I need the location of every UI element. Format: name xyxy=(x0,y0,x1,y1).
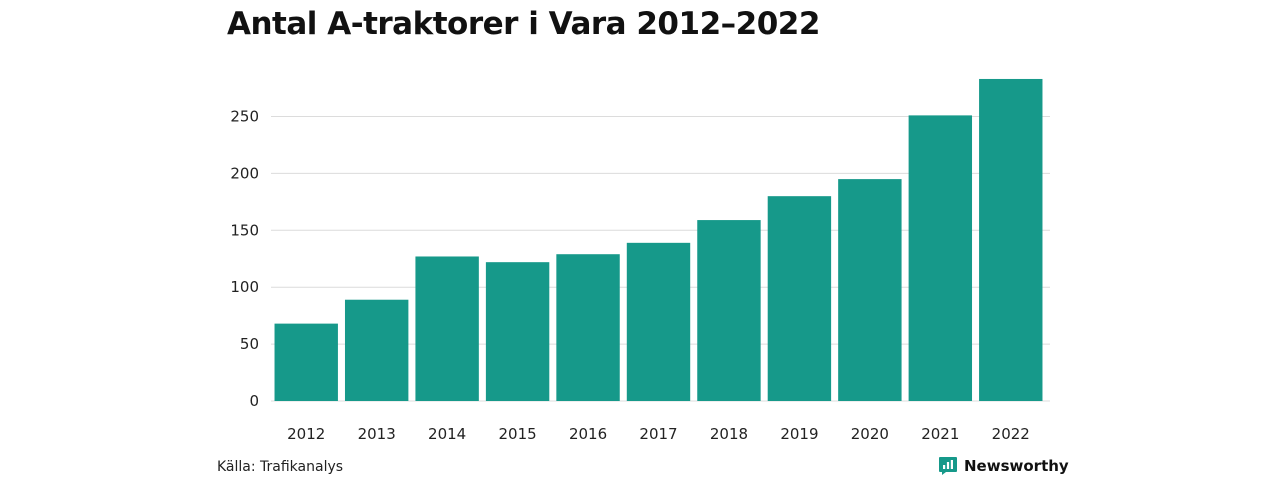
bar-2015 xyxy=(485,262,550,401)
x-tick-label: 2018 xyxy=(710,425,748,443)
bar-2021 xyxy=(908,115,973,402)
bar-2016 xyxy=(556,254,620,401)
bar-2014 xyxy=(415,256,479,401)
y-tick-label: 100 xyxy=(230,278,259,296)
bar-2012 xyxy=(274,323,338,401)
newsworthy-logo-icon xyxy=(939,457,957,475)
bar-2013 xyxy=(344,299,409,401)
y-tick-label: 50 xyxy=(240,335,259,353)
source-note: Källa: Trafikanalys xyxy=(217,459,344,475)
x-tick-label: 2017 xyxy=(639,425,677,443)
x-tick-label: 2016 xyxy=(569,425,607,443)
y-axis-ticks: 0 50 100 150 200 250 xyxy=(230,108,259,410)
bar-2019 xyxy=(767,196,832,401)
x-tick-label: 2015 xyxy=(498,425,536,443)
bar-2020 xyxy=(838,179,902,401)
x-tick-label: 2019 xyxy=(780,425,818,443)
y-tick-label: 0 xyxy=(249,392,259,410)
x-tick-label: 2022 xyxy=(992,425,1030,443)
bar-2022 xyxy=(979,78,1043,401)
bar-2018 xyxy=(697,220,761,401)
y-tick-label: 200 xyxy=(230,164,259,182)
x-tick-label: 2012 xyxy=(287,425,325,443)
x-tick-label: 2020 xyxy=(851,425,889,443)
x-tick-label: 2013 xyxy=(358,425,396,443)
x-tick-label: 2021 xyxy=(921,425,959,443)
bar-2017 xyxy=(626,242,691,401)
bars xyxy=(274,78,1043,402)
x-tick-label: 2014 xyxy=(428,425,466,443)
x-axis-ticks: 2012 2013 2014 2015 2016 2017 2018 2019 2020 2021… xyxy=(287,425,1030,443)
chart-title: Antal A-traktorer i Vara 2012–2022 xyxy=(227,6,820,42)
brand-name: Newsworthy xyxy=(964,457,1069,475)
y-tick-label: 250 xyxy=(230,108,259,126)
brand: Newsworthy xyxy=(938,456,1069,476)
y-tick-label: 150 xyxy=(230,221,259,239)
